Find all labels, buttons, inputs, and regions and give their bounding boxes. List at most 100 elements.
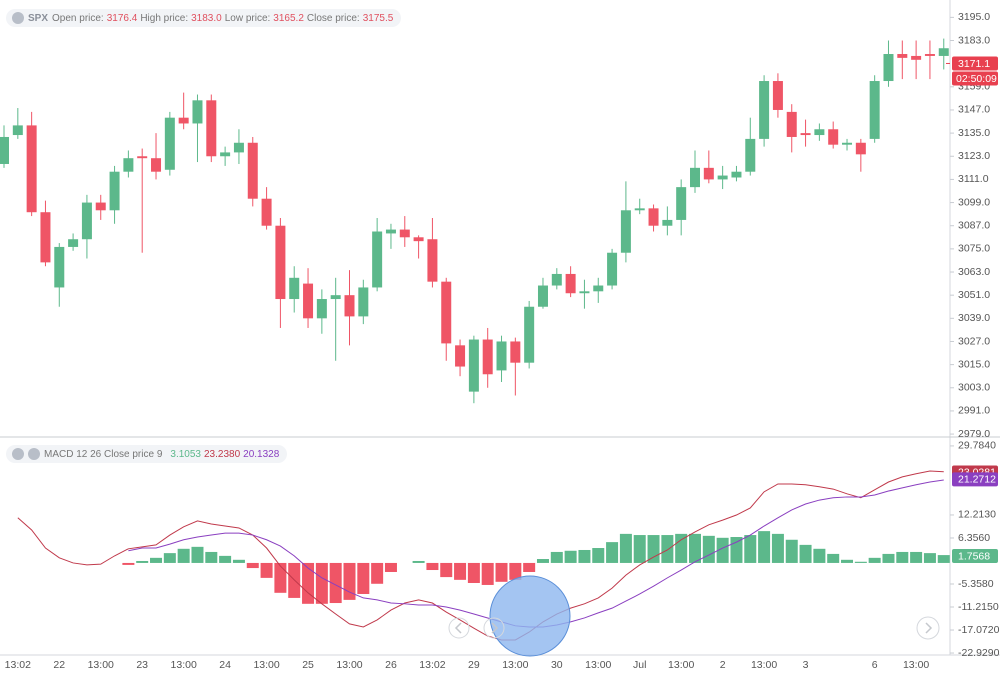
candle-body [0,136,9,164]
candle-body [800,133,811,136]
x-tick-label: 13:00 [668,659,694,671]
candle-body [579,291,590,294]
x-tick-label: 13:00 [751,659,777,671]
histogram-bar [302,562,315,604]
candle-body [289,277,300,300]
histogram-tag-bg [952,549,998,564]
y-tick-label: 3147.0 [958,104,990,116]
histogram-bar [136,560,149,563]
histogram-bar [813,548,826,563]
histogram-bar [495,562,508,582]
macd-values: 3.1053 23.2380 20.1328 [170,449,279,460]
histogram-bar [440,562,453,578]
candle-body [924,54,935,56]
histogram-bar [426,562,439,571]
histogram-bar [910,551,923,563]
legend-label: Close price: [306,12,360,24]
y-tick-label: 2991.0 [958,405,990,417]
candle-body [634,208,645,211]
candle-body [537,285,548,307]
scroll-left-button[interactable] [448,617,470,639]
candle-body [206,100,217,157]
candle-body [316,299,327,319]
candle-body [399,229,410,238]
x-tick-label: 22 [53,659,65,671]
histogram-bar [191,546,204,563]
histogram-bar [219,555,232,563]
close-icon[interactable] [12,448,24,460]
histogram-bar [882,553,895,563]
candle-body [427,239,438,282]
settings-icon[interactable] [28,448,40,460]
candle-body [648,208,659,226]
x-tick-label: 26 [385,659,397,671]
histogram-bar [606,542,619,563]
price-legend: SPX Open price: 3176.4 High price: 3183.0 Lo… [6,9,402,27]
macd-legend-value: 3.1053 [170,448,201,460]
candle-body [745,138,756,172]
histogram-bar [357,562,370,594]
histogram-bar [592,548,605,563]
candle-body [330,295,341,300]
x-tick-label: 25 [302,659,314,671]
y-tick-label: -5.3580 [958,578,994,590]
histogram-bar [937,555,950,563]
candle-body [911,55,922,60]
histogram-bar [923,553,936,563]
line-tag-bg [952,472,998,487]
histogram-bar [896,551,909,563]
legend-label: Open price: [52,12,104,24]
y-tick-label: 3123.0 [958,150,990,162]
x-tick-label: 13:02 [5,659,31,671]
macd-line [17,470,944,641]
histogram-bar [689,533,701,563]
histogram-bar [730,537,743,563]
legend-label: High price: [140,12,189,24]
marks: 3195.03183.03159.03147.03135.03123.03111… [0,11,1000,671]
histogram-bar [481,562,494,585]
y-tick-label: -17.0720 [958,624,1000,636]
y-tick-label: 3003.0 [958,382,990,394]
y-tick-label: -22.9290 [958,647,1000,659]
candle-body [220,152,231,157]
histogram-tag: 1.7568 [958,550,990,562]
y-tick-label: 3075.0 [958,243,990,255]
x-tick-label: 13:00 [585,659,611,671]
candle-body [482,339,493,375]
candle-body [344,295,355,317]
legend-value: 3176.4 [106,12,138,24]
histogram-bar [412,560,425,563]
candle-body [40,212,51,263]
candle-body [123,158,134,172]
candle-body [192,100,203,124]
ohlc-legend: Open price: 3176.4 High price: 3183.0 Low pr… [52,13,393,24]
candle-body [413,237,424,242]
candle-body [275,225,286,300]
scroll-right-button[interactable] [483,617,505,639]
candle-body [68,239,79,247]
histogram-bar [675,533,688,563]
y-tick-label: 3015.0 [958,358,990,370]
y-tick-label: 3099.0 [958,196,990,208]
histogram-bar [661,535,674,563]
x-tick-label: 6 [872,659,878,671]
legend-value: 3175.5 [362,12,394,24]
y-tick-label: 29.7840 [958,440,996,452]
y-tick-label: -11.2150 [958,601,999,613]
legend-value: 3165.2 [273,12,304,24]
go-to-latest-button[interactable] [916,616,940,640]
macd-legend-value: 23.2380 [203,448,241,460]
candle-body [81,202,92,240]
histogram-bar [315,562,328,604]
y-tick-label: 3135.0 [958,127,990,139]
histogram-bar [619,533,632,563]
settings-icon[interactable] [12,12,24,24]
countdown: 02:50:09 [956,73,997,85]
histogram-bar [841,559,854,563]
candle-body [662,219,673,226]
x-tick-label: 2 [720,659,726,671]
candle-body [178,117,189,124]
candle-body [303,283,314,319]
histogram-bar [454,562,467,580]
x-tick-label: 29 [468,659,480,671]
